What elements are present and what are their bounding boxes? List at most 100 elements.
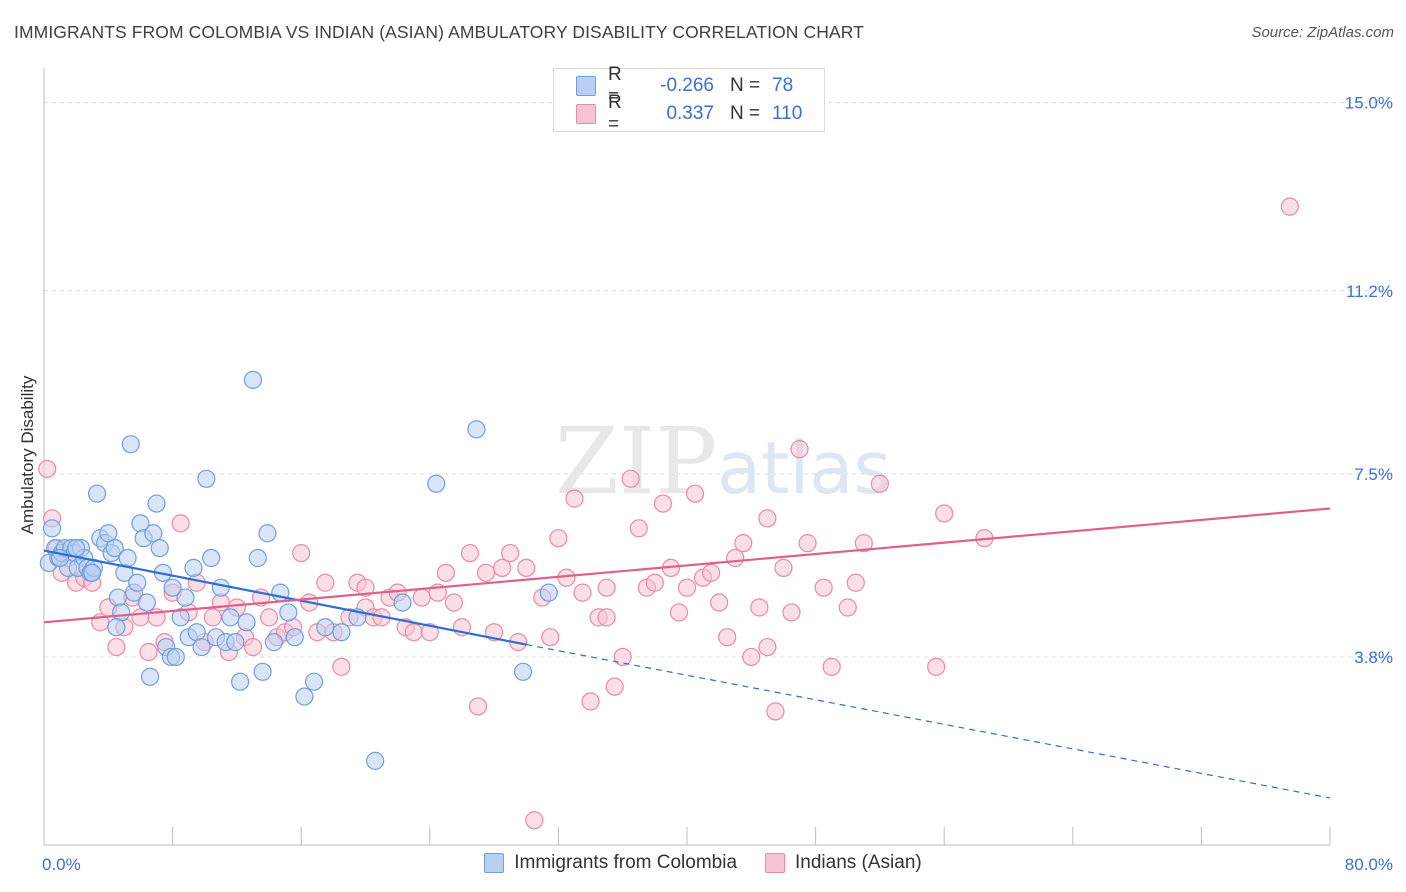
r-value-indians: 0.337: [666, 103, 714, 124]
point-indians: [621, 469, 640, 488]
point-indians: [501, 543, 520, 563]
point-indians: [758, 637, 777, 657]
point-colombia: [304, 672, 324, 691]
point-colombia: [140, 667, 160, 686]
point-indians: [645, 573, 664, 592]
point-indians: [187, 573, 206, 592]
point-colombia: [176, 588, 195, 607]
point-indians: [444, 593, 464, 612]
point-colombia: [118, 548, 137, 568]
legend-item-indians[interactable]: Indians (Asian): [765, 852, 922, 874]
point-colombia: [221, 608, 240, 627]
r-label: R =: [608, 64, 622, 107]
point-indians: [292, 543, 311, 563]
point-indians: [790, 440, 809, 459]
point-indians: [597, 608, 616, 627]
point-indians: [750, 598, 769, 617]
axes: [43, 68, 1331, 846]
point-colombia: [237, 613, 256, 632]
legend-label-colombia: Immigrants from Colombia: [514, 852, 738, 873]
point-indians: [468, 697, 488, 716]
watermark-atlas: atlas: [717, 426, 891, 510]
point-indians: [854, 534, 873, 553]
point-colombia: [243, 370, 263, 389]
point-indians: [669, 603, 689, 622]
point-indians: [822, 657, 841, 676]
point-colombia: [427, 474, 446, 493]
point-indians: [412, 588, 431, 607]
point-colombia: [171, 608, 190, 627]
data-points: [38, 197, 1299, 830]
point-indians: [38, 459, 57, 479]
point-indians: [782, 603, 801, 622]
point-indians: [259, 608, 279, 627]
point-colombia: [211, 578, 230, 597]
point-colombia: [253, 662, 272, 681]
legend-swatch-colombia: [576, 76, 596, 96]
point-indians: [758, 509, 777, 528]
x-tick-label: 0.0%: [42, 855, 81, 874]
point-indians: [517, 558, 536, 577]
point-colombia: [248, 548, 267, 568]
point-indians: [685, 484, 705, 503]
point-colombia: [137, 593, 156, 612]
point-indians: [597, 578, 616, 597]
point-colombia: [184, 558, 203, 577]
point-indians: [629, 519, 648, 538]
point-indians: [927, 657, 946, 676]
point-colombia: [121, 435, 140, 454]
point-indians: [710, 593, 729, 612]
point-indians: [605, 677, 624, 696]
point-colombia: [128, 573, 147, 592]
point-indians: [677, 578, 697, 597]
point-indians: [171, 514, 190, 533]
r-label: R =: [608, 92, 622, 135]
point-colombia: [107, 618, 126, 637]
point-colombia: [393, 593, 412, 612]
point-colombia: [513, 662, 533, 681]
trend-line-colombia: [43, 549, 527, 646]
point-indians: [493, 558, 512, 577]
point-indians: [420, 623, 439, 642]
point-colombia: [226, 633, 245, 652]
point-indians: [139, 642, 158, 662]
point-indians: [107, 637, 126, 657]
point-indians: [726, 548, 745, 568]
point-indians: [525, 811, 544, 830]
legend-swatch-indians: [576, 104, 596, 124]
legend-swatch-indians: [765, 853, 786, 873]
n-value-indians: 110: [772, 103, 803, 124]
point-indians: [774, 558, 793, 577]
n-label: N =: [730, 103, 761, 124]
point-indians: [870, 474, 890, 493]
point-indians: [742, 647, 761, 667]
point-indians: [814, 578, 833, 597]
point-indians: [1280, 197, 1299, 216]
point-indians: [557, 568, 576, 587]
point-indians: [766, 702, 785, 721]
point-indians: [846, 573, 865, 592]
legend-item-colombia[interactable]: Immigrants from Colombia: [484, 852, 737, 874]
point-indians: [718, 628, 737, 647]
point-indians: [838, 598, 857, 617]
point-indians: [476, 563, 496, 582]
point-colombia: [83, 563, 102, 582]
y-tick-label: 15.0%: [1345, 94, 1393, 113]
point-indians: [613, 647, 632, 667]
point-indians: [935, 504, 954, 523]
legend-label-indians: Indians (Asian): [795, 852, 922, 873]
point-colombia: [105, 538, 124, 558]
legend-row-indians: R = 0.337 N = 110: [576, 92, 812, 135]
point-indians: [798, 534, 817, 553]
n-value-colombia: 78: [772, 75, 794, 96]
series-legend: Immigrants from Colombia Indians (Asian): [0, 852, 1406, 874]
point-colombia: [150, 538, 169, 558]
point-indians: [460, 543, 480, 563]
point-indians: [581, 692, 600, 711]
point-indians: [332, 657, 351, 676]
point-colombia: [264, 633, 283, 652]
point-colombia: [231, 672, 250, 691]
chart-title: IMMIGRANTS FROM COLOMBIA VS INDIAN (ASIA…: [14, 22, 864, 42]
point-indians: [356, 578, 375, 597]
y-tick-label: 11.2%: [1346, 282, 1393, 301]
